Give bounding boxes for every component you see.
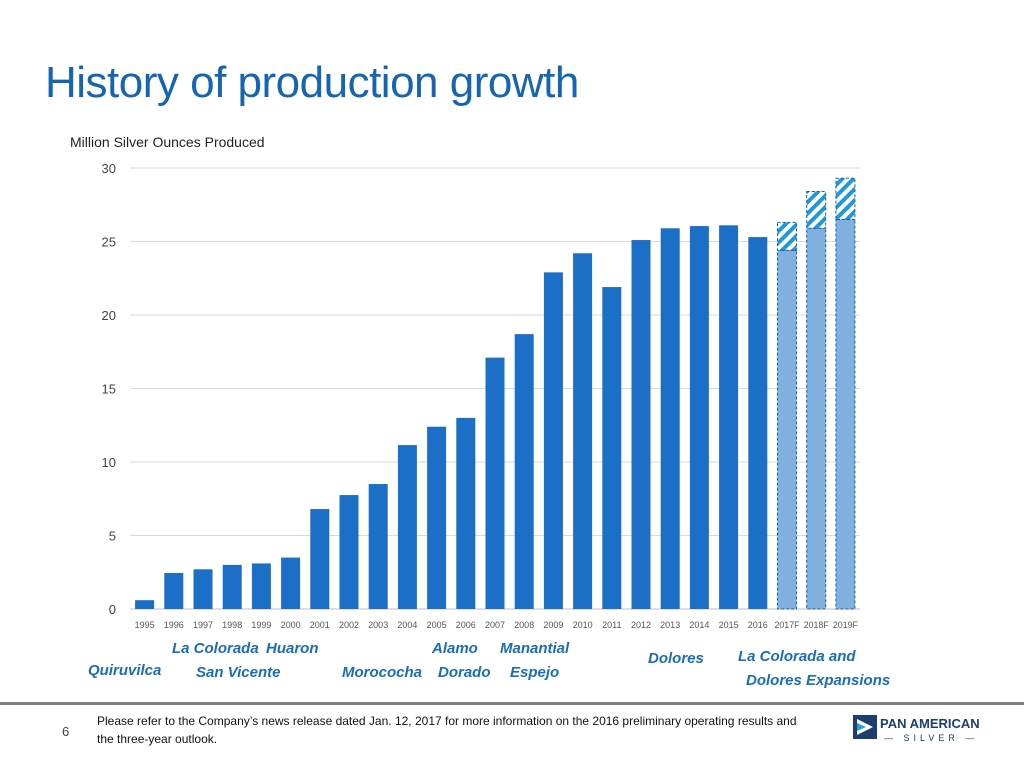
x-tick-label: 2005 bbox=[427, 620, 447, 630]
y-tick-label: 15 bbox=[102, 382, 116, 397]
x-tick-label: 2009 bbox=[543, 620, 563, 630]
x-tick-label: 2019F bbox=[833, 620, 858, 630]
bar-1998 bbox=[222, 564, 242, 609]
x-tick-label: 2015 bbox=[719, 620, 739, 630]
annotation-morococha: Morococha bbox=[342, 664, 423, 681]
page-number: 6 bbox=[62, 724, 70, 739]
x-tick-label: 2013 bbox=[660, 620, 680, 630]
bar-1999 bbox=[251, 563, 271, 609]
x-tick-label: 1998 bbox=[222, 620, 242, 630]
forecast-upside-2019F bbox=[835, 177, 856, 220]
annotation-huaron: Huaron bbox=[266, 640, 319, 657]
x-tick-label: 2003 bbox=[368, 620, 388, 630]
bar-2013 bbox=[660, 228, 680, 609]
x-tick-label: 2018F bbox=[804, 620, 829, 630]
bar-2000 bbox=[281, 557, 301, 609]
annotation-manantial: Manantial bbox=[500, 640, 570, 657]
footer-divider bbox=[0, 702, 1024, 705]
annotation-alamo: Alamo bbox=[432, 640, 478, 657]
x-tick-label: 2002 bbox=[339, 620, 359, 630]
bar-2006 bbox=[456, 417, 476, 609]
x-tick-label: 2012 bbox=[631, 620, 651, 630]
annotation-san-vicente: San Vicente bbox=[196, 664, 281, 681]
annotation-expansions-2: Dolores Expansions bbox=[746, 672, 891, 689]
bar-2018F bbox=[806, 227, 827, 610]
x-tick-label: 2004 bbox=[397, 620, 417, 630]
x-tick-label: 2011 bbox=[602, 620, 621, 630]
bar-1997 bbox=[193, 569, 213, 609]
y-tick-label: 30 bbox=[102, 161, 116, 176]
bar-2009 bbox=[543, 272, 563, 609]
x-tick-label: 1995 bbox=[135, 620, 155, 630]
annotation-dorado: Dorado bbox=[438, 664, 491, 681]
annotation-dolores: Dolores bbox=[648, 650, 704, 667]
annotation-la-colorada: La Colorada bbox=[172, 640, 259, 657]
annotation-quiruvilca: Quiruvilca bbox=[88, 662, 162, 679]
bar-2002 bbox=[339, 495, 359, 609]
bar-2010 bbox=[573, 253, 593, 609]
x-tick-label: 1999 bbox=[251, 620, 271, 630]
bar-2003 bbox=[368, 484, 388, 609]
y-tick-label: 25 bbox=[102, 235, 116, 250]
x-tick-label: 2007 bbox=[485, 620, 505, 630]
y-tick-label: 5 bbox=[109, 529, 116, 544]
bar-chart: 0 5 10 15 20 25 30 1995 1996 1997 1998 1999 2000 2001… bbox=[102, 161, 860, 630]
bar-1996 bbox=[164, 572, 184, 609]
forecast-upside-2018F bbox=[806, 191, 827, 229]
annotation-expansions-1: La Colorada and bbox=[738, 648, 856, 665]
x-tick-label: 2000 bbox=[281, 620, 301, 630]
x-tick-label: 2001 bbox=[310, 620, 330, 630]
x-tick-label: 2014 bbox=[689, 620, 709, 630]
bar-1995 bbox=[135, 600, 155, 609]
bar-2019F bbox=[835, 218, 856, 610]
x-tick-label: 2016 bbox=[748, 620, 768, 630]
y-tick-label: 20 bbox=[102, 308, 116, 323]
x-tick-label: 1997 bbox=[193, 620, 213, 630]
logo-sub: — SILVER — bbox=[884, 733, 979, 743]
bar-2015 bbox=[719, 225, 739, 609]
logo-name: PAN AMERICAN bbox=[880, 716, 980, 731]
bar-2012 bbox=[631, 240, 651, 609]
footnote: Please refer to the Company’s news relea… bbox=[97, 714, 797, 746]
bar-2004 bbox=[397, 445, 417, 609]
bar-2016 bbox=[748, 237, 768, 609]
x-tick-label: 2006 bbox=[456, 620, 476, 630]
bar-2001 bbox=[310, 509, 330, 609]
bar-2007 bbox=[485, 357, 505, 609]
bar-2014 bbox=[689, 226, 709, 609]
bar-2017F bbox=[777, 249, 797, 610]
bar-2008 bbox=[514, 334, 534, 609]
x-tick-label: 1996 bbox=[164, 620, 184, 630]
bar-2011 bbox=[602, 287, 622, 609]
x-tick-label: 2008 bbox=[514, 620, 534, 630]
x-tick-label: 2017F bbox=[775, 620, 800, 630]
y-tick-label: 0 bbox=[109, 602, 116, 617]
logo-icon bbox=[853, 715, 877, 739]
y-tick-label: 10 bbox=[102, 455, 116, 470]
page-title: History of production growth bbox=[45, 58, 579, 107]
y-axis-label: Million Silver Ounces Produced bbox=[70, 134, 265, 150]
annotation-espejo: Espejo bbox=[510, 664, 560, 681]
x-tick-label: 2010 bbox=[573, 620, 593, 630]
forecast-upside-2017F bbox=[777, 221, 797, 251]
bar-2005 bbox=[427, 426, 447, 609]
